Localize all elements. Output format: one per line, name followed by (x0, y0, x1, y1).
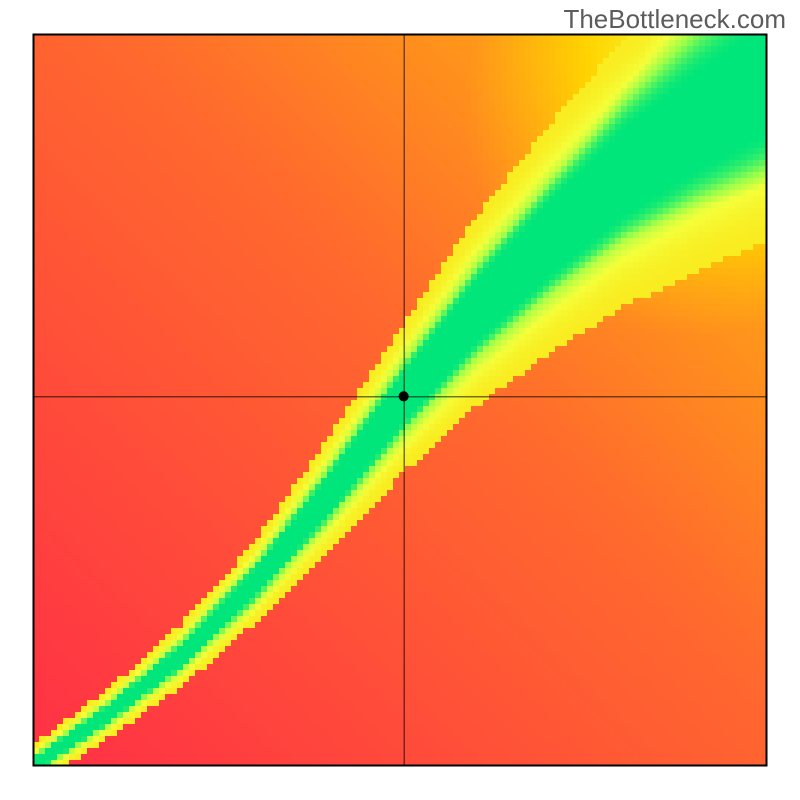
chart-container: TheBottleneck.com (0, 0, 800, 800)
overlay-canvas (0, 0, 800, 800)
